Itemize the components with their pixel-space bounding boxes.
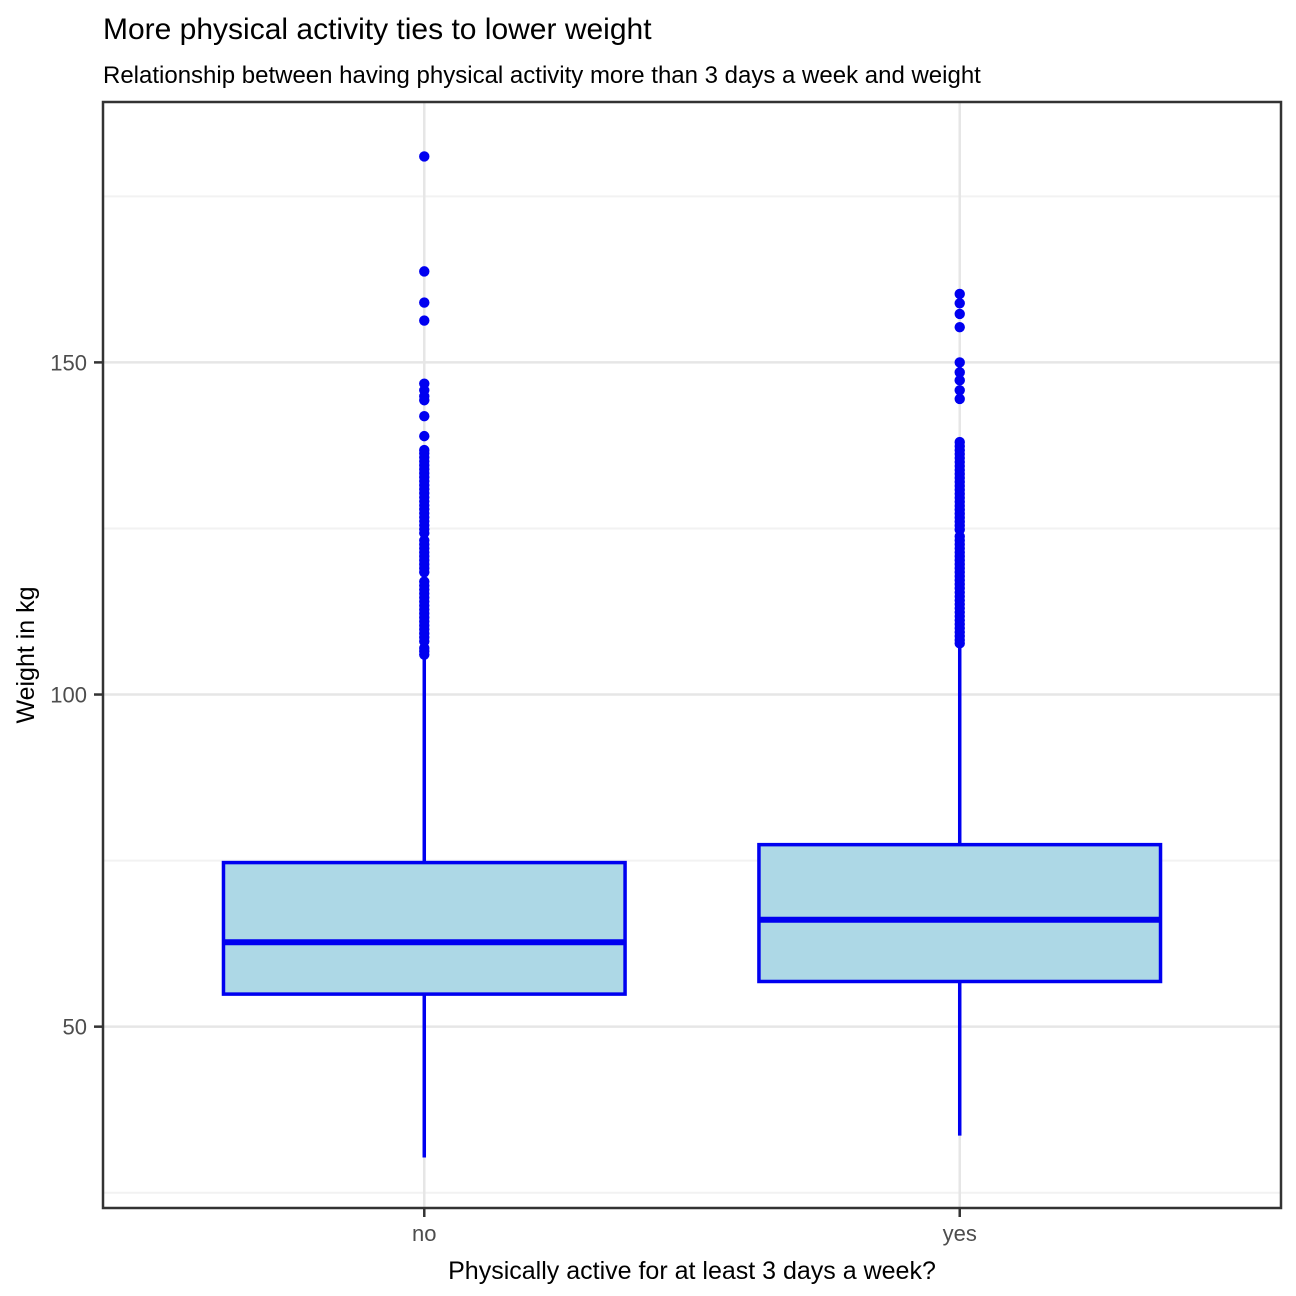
y-tick-label: 50 xyxy=(63,1015,87,1040)
outlier-point xyxy=(954,308,965,320)
outlier-point xyxy=(419,410,430,422)
outlier-point xyxy=(954,321,965,333)
outlier-point xyxy=(419,527,430,539)
chart-title: More physical activity ties to lower wei… xyxy=(103,13,652,46)
x-tick-label: no xyxy=(412,1221,436,1246)
plot-panel xyxy=(101,100,1283,1210)
outlier-point xyxy=(419,266,430,277)
outlier-point xyxy=(419,430,430,442)
panel-border xyxy=(101,100,1283,1210)
outlier-point xyxy=(419,315,430,326)
x-axis-ticks: no yes xyxy=(412,1208,977,1246)
y-tick-label: 100 xyxy=(50,683,87,708)
outlier-point xyxy=(954,288,965,300)
y-tick-label: 150 xyxy=(50,350,87,375)
outlier-point xyxy=(954,298,965,309)
y-axis-ticks: 50 100 150 xyxy=(50,350,103,1040)
x-tick-label: yes xyxy=(943,1221,977,1246)
outlier-point xyxy=(419,297,430,308)
y-axis-title: Weight in kg xyxy=(12,586,40,723)
boxplot-yes xyxy=(757,288,1163,1136)
boxplot-no xyxy=(221,151,627,1158)
outlier-point xyxy=(954,375,965,386)
outlier-point xyxy=(954,357,965,368)
outlier-point xyxy=(419,567,430,578)
outlier-point xyxy=(419,649,430,660)
panel-background xyxy=(103,102,1281,1208)
outlier-point xyxy=(954,638,965,649)
iqr-box xyxy=(757,842,1163,984)
outlier-point xyxy=(419,395,430,406)
chart-subtitle: Relationship between having physical act… xyxy=(103,62,981,89)
outlier-point xyxy=(954,393,965,405)
outlier-point xyxy=(954,385,965,396)
iqr-box xyxy=(221,860,627,996)
outlier-point xyxy=(954,367,965,378)
outlier-point xyxy=(419,151,430,162)
x-axis-title: Physically active for at least 3 days a … xyxy=(448,1257,936,1285)
